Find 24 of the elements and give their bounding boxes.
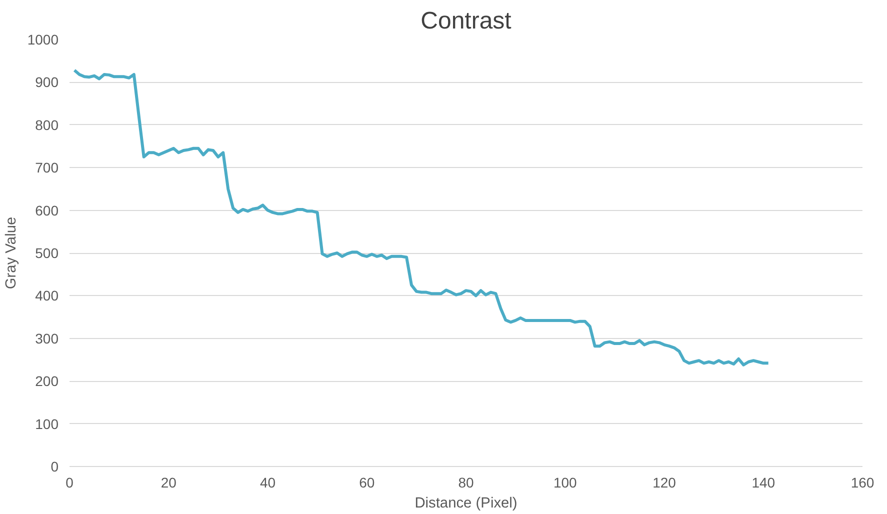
y-tick-label: 200 bbox=[35, 373, 59, 390]
y-tick-label: 500 bbox=[35, 245, 59, 261]
y-tick-label: 400 bbox=[35, 288, 59, 304]
y-tick-label: 700 bbox=[35, 160, 59, 176]
y-tick-label: 300 bbox=[35, 330, 59, 346]
y-axis-title: Gray Value bbox=[3, 216, 20, 290]
x-tick-label: 60 bbox=[359, 474, 375, 490]
x-tick-label: 140 bbox=[752, 474, 776, 490]
y-tick-label: 800 bbox=[35, 116, 59, 133]
y-tick-label: 100 bbox=[35, 416, 59, 432]
x-tick-label: 80 bbox=[458, 474, 474, 490]
y-tick-label: 600 bbox=[35, 202, 59, 218]
line-series bbox=[72, 68, 770, 366]
y-tick-label: 1000 bbox=[27, 32, 59, 48]
x-tick-label: 0 bbox=[66, 474, 74, 490]
x-tick-label: 40 bbox=[260, 474, 276, 490]
x-axis-title: Distance (Pixel) bbox=[414, 496, 518, 512]
chart-title: Contrast bbox=[420, 8, 512, 34]
x-tick-label: 120 bbox=[652, 474, 676, 490]
y-tick-label: 900 bbox=[35, 74, 59, 90]
x-tick-label: 100 bbox=[553, 474, 578, 490]
x-tick-label: 160 bbox=[850, 474, 874, 490]
y-tick-label: 0 bbox=[50, 458, 59, 474]
x-tick-label: 20 bbox=[160, 474, 177, 490]
